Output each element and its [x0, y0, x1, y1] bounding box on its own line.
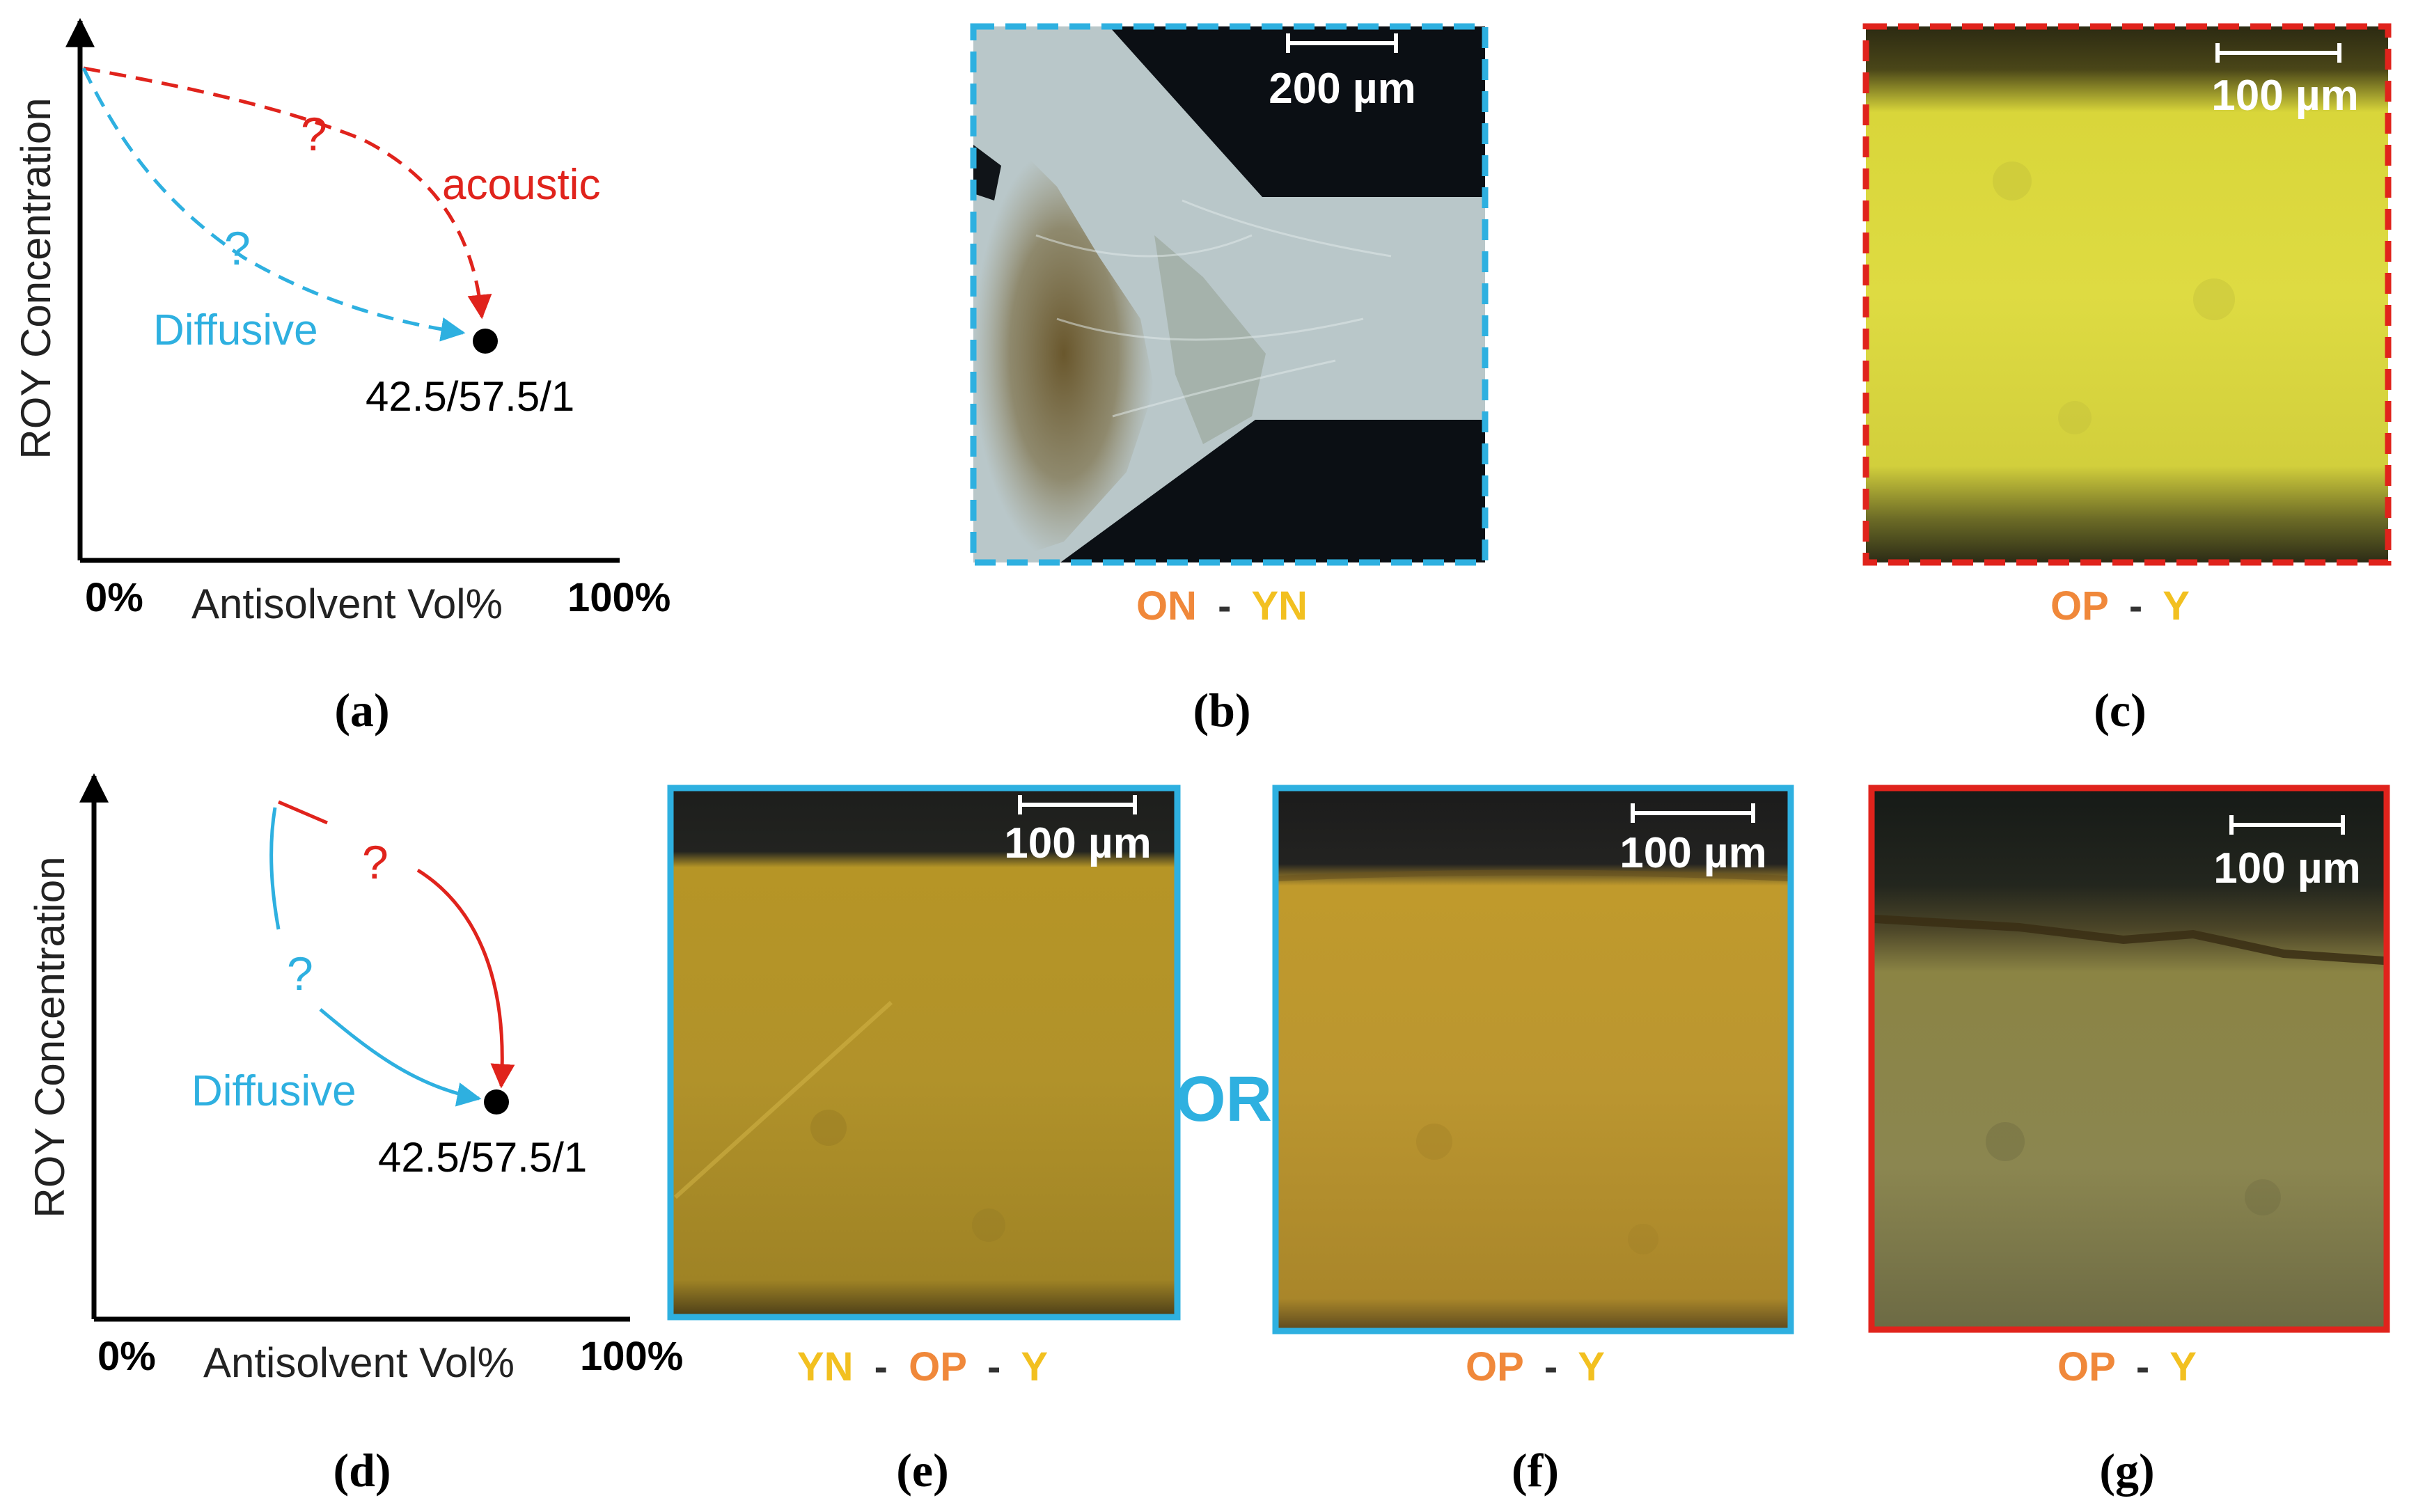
- phase-f-part-2: Y: [1578, 1344, 1605, 1389]
- or-label: OR: [1176, 1064, 1272, 1135]
- phase-f-sep-1: -: [1544, 1344, 1557, 1389]
- phase-e-sep-2: -: [987, 1344, 1001, 1389]
- diffusive-path: [81, 67, 466, 342]
- micrograph-b-border: [970, 23, 1489, 566]
- x-axis-end-label: 100%: [567, 575, 670, 620]
- panel-letter-d: (d): [333, 1444, 391, 1497]
- x-axis-end-label: 100%: [580, 1334, 683, 1379]
- acoustic-path: [278, 800, 502, 1086]
- micrograph-f-border: [1272, 785, 1794, 1334]
- phase-g-sep-1: -: [2136, 1344, 2149, 1389]
- phase-b-part-2: YN: [1251, 583, 1308, 629]
- scale-bar-e-label: 100 µm: [1004, 819, 1152, 867]
- micrograph-c-image: [1866, 26, 2388, 562]
- phase-e-part-2: OP: [909, 1344, 966, 1389]
- x-axis-start-label: 0%: [97, 1334, 156, 1379]
- phase-e-sep-1: -: [874, 1344, 888, 1389]
- panel-letter-g: (g): [2099, 1444, 2154, 1497]
- acoustic-question-mark: ?: [362, 836, 389, 889]
- panel-e-micrograph: 100 µm YN - OP - Y (e): [667, 785, 1181, 1497]
- scale-bar-f: 100 µm: [1619, 803, 1767, 877]
- phase-label-b: ON - YN: [1136, 583, 1308, 629]
- phase-e-part-1: YN: [797, 1344, 854, 1389]
- phase-b-sep-1: -: [1218, 583, 1231, 629]
- scale-bar-c: 100 µm: [2211, 43, 2359, 120]
- phase-label-f: OP - Y: [1466, 1344, 1605, 1389]
- panel-letter-e: (e): [896, 1444, 948, 1497]
- micrograph-g-image: [1872, 788, 2387, 1330]
- panel-b-micrograph: 200 µm ON - YN (b): [970, 23, 1489, 737]
- composition-label: 42.5/57.5/1: [366, 373, 574, 420]
- y-axis-label: ROY Concentration: [26, 856, 73, 1218]
- diffusive-path: [269, 807, 479, 1098]
- panel-f-micrograph: 100 µm OP - Y (f): [1272, 785, 1794, 1497]
- phase-c-part-2: Y: [2163, 583, 2190, 629]
- micrograph-g-border: [1868, 785, 2390, 1333]
- phase-b-part-1: ON: [1136, 583, 1197, 629]
- panel-a-phase-diagram: ROY Concentration 0% Antisolvent Vol% 10…: [13, 17, 670, 737]
- composition-point: [473, 329, 498, 354]
- panel-letter-a: (a): [334, 684, 389, 737]
- micrograph-f-image: [1276, 788, 1791, 1331]
- scale-bar-e: 100 µm: [1004, 795, 1152, 867]
- composition-point: [484, 1089, 509, 1115]
- phase-g-part-1: OP: [2057, 1344, 2115, 1389]
- scale-bar-g-label: 100 µm: [2213, 844, 2361, 892]
- diffusive-label: Diffusive: [153, 306, 318, 354]
- x-axis-label: Antisolvent Vol%: [191, 581, 503, 627]
- panel-g-micrograph: 100 µm OP - Y (g): [1868, 785, 2390, 1497]
- x-axis-start-label: 0%: [85, 575, 143, 620]
- x-axis-label: Antisolvent Vol%: [203, 1339, 515, 1386]
- acoustic-path: [83, 66, 492, 320]
- micrograph-e-image: [670, 788, 1177, 1317]
- panel-d-phase-diagram: ROY Concentration 0% Antisolvent Vol% 10…: [26, 773, 683, 1497]
- scale-bar-f-label: 100 µm: [1619, 829, 1767, 877]
- micrograph-e-border: [667, 785, 1181, 1321]
- diffusive-question-mark: ?: [287, 947, 313, 1000]
- phase-label-g: OP - Y: [2057, 1344, 2197, 1389]
- panel-letter-c: (c): [2094, 684, 2146, 737]
- scale-bar-c-label: 100 µm: [2211, 72, 2359, 120]
- phase-f-part-1: OP: [1466, 1344, 1523, 1389]
- panel-letter-f: (f): [1512, 1444, 1559, 1497]
- diffusive-question-mark: ?: [224, 222, 251, 275]
- composition-label: 42.5/57.5/1: [378, 1134, 587, 1181]
- scale-bar-g: 100 µm: [2213, 815, 2361, 892]
- panel-letter-b: (b): [1193, 684, 1250, 737]
- phase-c-part-1: OP: [2050, 583, 2108, 629]
- panel-c-micrograph: 100 µm OP - Y (c): [1862, 23, 2392, 737]
- acoustic-label: acoustic: [442, 161, 600, 209]
- phase-c-sep-1: -: [2129, 583, 2142, 629]
- phase-g-part-2: Y: [2169, 1344, 2197, 1389]
- phase-e-part-3: Y: [1021, 1344, 1048, 1389]
- micrograph-c-border: [1862, 23, 2392, 566]
- y-axis-label: ROY Concentration: [13, 97, 59, 459]
- scale-bar-b: 200 µm: [1269, 33, 1416, 113]
- phase-label-c: OP - Y: [2050, 583, 2190, 629]
- scale-bar-b-label: 200 µm: [1269, 65, 1416, 113]
- diffusive-label: Diffusive: [191, 1067, 356, 1115]
- micrograph-b-image: [973, 26, 1485, 562]
- acoustic-question-mark: ?: [301, 108, 327, 161]
- phase-label-e: YN - OP - Y: [797, 1344, 1048, 1389]
